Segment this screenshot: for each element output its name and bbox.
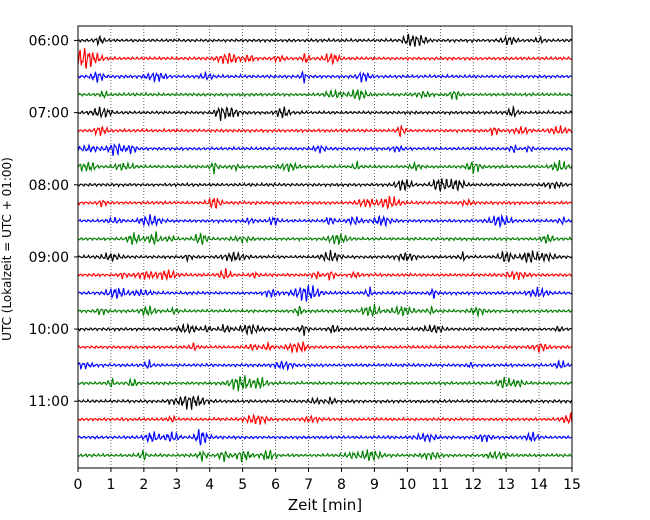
x-axis-label: Zeit [min] [288,496,362,514]
x-tick-label: 1 [106,477,115,493]
x-tick-label: 5 [238,477,247,493]
trace-06:00 [77,33,573,47]
trace-07:30 [77,142,573,157]
trace-11:30 [77,429,573,446]
x-tick-label: 8 [337,477,346,493]
x-tick-label: 7 [304,477,313,493]
y-tick-label: 09:00 [29,250,69,266]
trace-06:15 [77,48,573,69]
trace-10:00 [77,322,573,336]
trace-11:15 [77,411,573,426]
trace-10:45 [77,375,573,392]
x-tick-label: 4 [205,477,214,493]
x-tick-label: 12 [464,477,482,493]
trace-06:45 [77,88,573,102]
trace-10:30 [77,359,573,372]
y-tick-label: 11:00 [29,394,69,410]
trace-07:45 [77,159,573,175]
x-tick-label: 9 [370,477,379,493]
trace-09:00 [77,249,573,264]
trace-11:45 [77,449,573,463]
y-tick-label: 10:00 [29,322,69,338]
trace-09:45 [77,303,573,318]
trace-08:00 [77,178,573,193]
y-axis-ticks: 06:00 07:00 08:00 09:00 10:00 11:00 [29,33,78,410]
x-tick-label: 11 [431,477,449,493]
plot-frame [77,25,573,469]
x-axis-ticks: 0 1 2 3 4 5 6 7 8 9 10 11 12 13 14 15 [74,468,581,493]
trace-09:30 [77,284,573,302]
x-tick-label: 15 [563,477,581,493]
x-tick-label: 0 [74,477,83,493]
trace-10:15 [77,340,573,355]
y-axis-label: UTC (Lokalzeit = UTC + 01:00) [0,157,14,341]
y-tick-label: 06:00 [29,33,69,49]
trace-08:30 [77,213,573,229]
trace-07:00 [77,104,573,122]
trace-08:45 [77,231,573,246]
x-tick-label: 10 [398,477,416,493]
trace-07:15 [77,125,573,138]
y-tick-label: 07:00 [29,106,69,122]
x-tick-label: 2 [139,477,148,493]
x-tick-label: 6 [271,477,280,493]
x-tick-label: 14 [530,477,548,493]
trace-11:00 [77,394,573,410]
trace-06:30 [77,70,573,84]
trace-09:15 [77,267,573,282]
seismogram-traces [77,33,573,463]
trace-08:15 [77,195,573,210]
x-tick-label: 13 [497,477,515,493]
y-tick-label: 08:00 [29,178,69,194]
x-tick-label: 3 [172,477,181,493]
